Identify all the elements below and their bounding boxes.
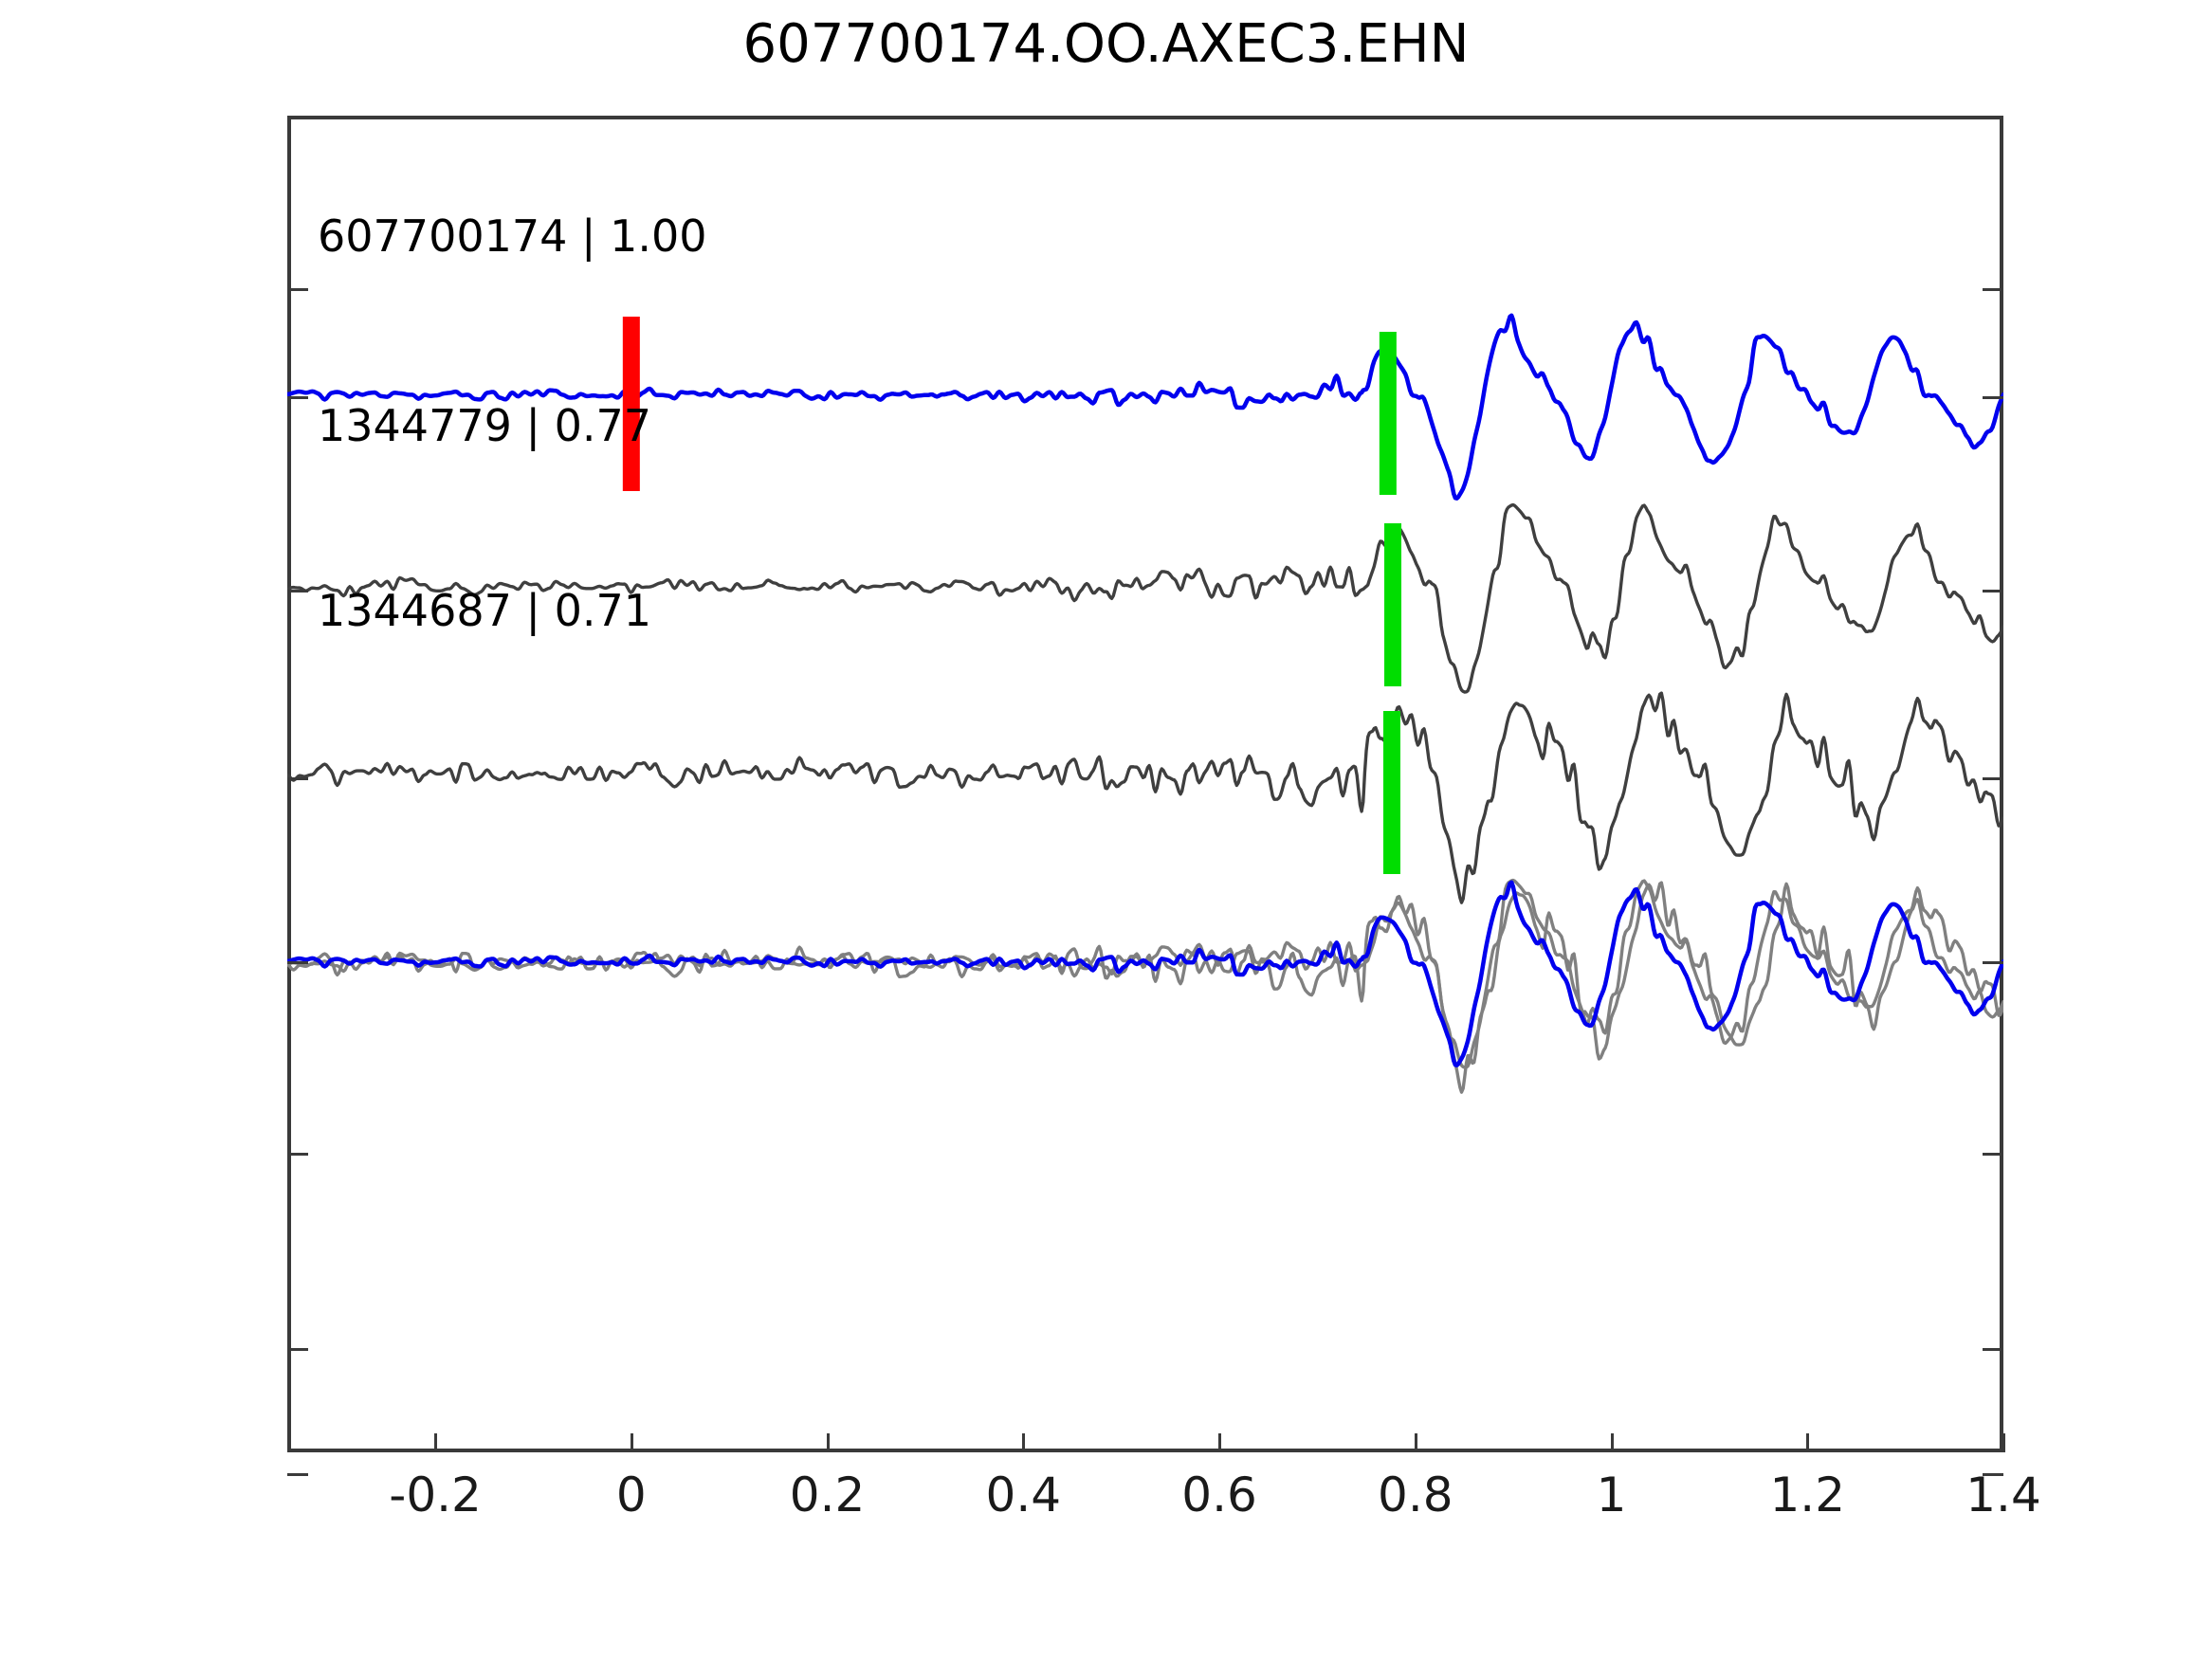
y-tick-mark bbox=[287, 1153, 308, 1156]
x-tick-mark bbox=[1610, 1433, 1614, 1452]
x-tick-mark bbox=[1806, 1433, 1810, 1452]
x-tick-label: 0.6 bbox=[1181, 1468, 1257, 1522]
x-tick-mark bbox=[1218, 1433, 1222, 1452]
y-tick-mark bbox=[287, 396, 308, 399]
waveform-trace bbox=[287, 691, 2003, 904]
y-tick-mark bbox=[1983, 288, 2003, 291]
trace-label-607700174: 607700174 | 1.00 bbox=[318, 210, 707, 262]
waveform-trace bbox=[287, 880, 2003, 1067]
plot-frame bbox=[287, 116, 2003, 1452]
x-tick-label: 1.4 bbox=[1965, 1468, 2041, 1522]
y-tick-mark bbox=[1983, 777, 2003, 780]
pick-marker-detection-green bbox=[1379, 332, 1397, 495]
y-tick-mark bbox=[1983, 396, 2003, 399]
waveform-trace bbox=[287, 881, 2003, 1094]
y-tick-mark bbox=[1983, 961, 2003, 964]
y-tick-mark bbox=[287, 961, 308, 964]
y-tick-mark bbox=[1983, 1473, 2003, 1476]
x-tick-mark bbox=[630, 1433, 633, 1452]
pick-marker-detection-green bbox=[1384, 523, 1402, 686]
plot-area: 607700174 | 1.00 1344779 | 0.77 1344687 … bbox=[287, 116, 2003, 1452]
x-tick-label: 0.4 bbox=[985, 1468, 1062, 1522]
y-tick-mark bbox=[287, 288, 308, 291]
trace-label-1344687: 1344687 | 0.71 bbox=[318, 585, 652, 636]
y-tick-mark bbox=[1983, 590, 2003, 592]
y-tick-mark bbox=[1983, 1153, 2003, 1156]
y-tick-mark bbox=[287, 590, 308, 592]
waveform-trace bbox=[287, 313, 2003, 501]
pick-marker-detection-green bbox=[1382, 711, 1400, 874]
x-tick-mark bbox=[2002, 1433, 2005, 1452]
x-tick-label: -0.2 bbox=[389, 1468, 482, 1522]
x-tick-mark bbox=[434, 1433, 438, 1452]
x-tick-label: 0.2 bbox=[789, 1468, 866, 1522]
y-tick-mark bbox=[1983, 1348, 2003, 1351]
trace-label-1344779: 1344779 | 0.77 bbox=[318, 400, 652, 451]
y-tick-mark bbox=[287, 777, 308, 780]
x-tick-mark bbox=[826, 1433, 830, 1452]
x-tick-mark bbox=[1414, 1433, 1417, 1452]
y-tick-mark bbox=[287, 1348, 308, 1351]
x-tick-label: 0 bbox=[615, 1468, 647, 1522]
x-tick-mark bbox=[1022, 1433, 1026, 1452]
chart-title: 607700174.OO.AXEC3.EHN bbox=[742, 13, 1470, 75]
pick-marker-manual-red bbox=[622, 317, 640, 491]
waveform-trace bbox=[287, 502, 2003, 694]
y-tick-mark bbox=[287, 1473, 308, 1476]
x-tick-label: 1.2 bbox=[1769, 1468, 1846, 1522]
waveform-canvas bbox=[287, 313, 2003, 1094]
x-tick-label: 1 bbox=[1596, 1468, 1627, 1522]
x-tick-label: 0.8 bbox=[1378, 1468, 1453, 1522]
